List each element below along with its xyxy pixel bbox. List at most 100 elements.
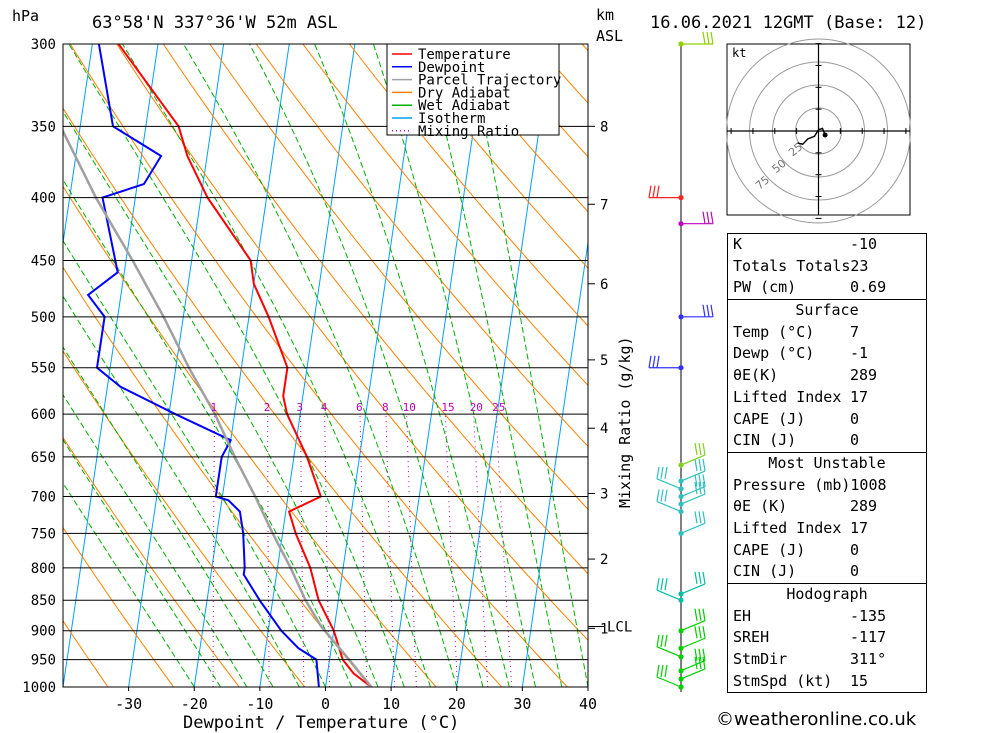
temperature-line (117, 44, 373, 687)
height-tick-label: 5 (600, 353, 608, 369)
legend-label: Temperature (418, 47, 511, 63)
wind-barb-shaft (680, 522, 706, 534)
dry-adiabat-line (302, 44, 588, 387)
wind-barb-feather (656, 355, 660, 368)
wind-barb-feather (702, 648, 706, 661)
index-row-totals: Totals Totals 23 (733, 256, 869, 275)
index-row-pw: PW (cm) 0.69 (733, 278, 887, 297)
dry-adiabat-line (63, 526, 175, 687)
hodograph-unit-label: kt (732, 46, 746, 60)
wind-barb-feather (702, 304, 706, 317)
wind-barb-feather (660, 664, 664, 678)
x-axis-label: Dewpoint / Temperature (°C) (183, 713, 459, 733)
wind-barb-feather (698, 458, 702, 472)
hodo-heading: Hodograph (786, 585, 868, 603)
pressure-tick-label: 450 (31, 254, 56, 270)
wind-barb-feather (664, 634, 668, 647)
plot-frame (62, 43, 589, 688)
lcl-label: LCL (607, 620, 632, 636)
wind-level-dot (678, 645, 684, 651)
wind-barb-shaft (680, 493, 706, 505)
wind-barb-shaft (680, 485, 706, 498)
hodo-stmspd: StmSpd (kt) 15 (733, 671, 869, 690)
hodograph-start-dot (822, 132, 828, 138)
wind-barb-feather (694, 648, 698, 661)
wind-barb-shaft (680, 637, 706, 649)
wind-barb-feather (698, 626, 702, 639)
height-tick-label: 3 (600, 486, 608, 502)
wind-barb-feather (660, 489, 664, 502)
surface-cin: CIN (J) 0 (733, 431, 860, 450)
mixing-ratio-label: 6 (356, 401, 363, 414)
wind-barb-feather (710, 211, 714, 224)
wind-barb-feather (702, 481, 706, 495)
pressure-tick-label: 700 (31, 490, 56, 506)
wind-barb-feather (648, 185, 652, 198)
height-tick-label: 8 (600, 119, 608, 135)
hodo-sreh: SREH -117 (733, 628, 887, 647)
wet-adiabat-line (63, 110, 379, 687)
credit-link[interactable]: ©weatheronline.co.uk (716, 709, 917, 730)
surface-temp: Temp (°C) 7 (733, 322, 860, 341)
wind-barb-shaft (656, 589, 682, 601)
indices-most-unstable: Most Unstable Pressure (mb) 1008 θE (K) 28… (727, 451, 927, 583)
pressure-tick-label: 600 (31, 407, 56, 423)
wind-barb-feather (694, 656, 698, 670)
wet-adiabat-line (314, 44, 510, 687)
height-tick-label: 1 (600, 621, 608, 637)
wind-barb-feather (656, 466, 660, 479)
wind-barb-shaft (656, 478, 682, 490)
mu-cin: CIN (J) 0 (733, 562, 860, 581)
surface-cape: CAPE (J) 0 (733, 409, 860, 428)
dry-adiabat-line (349, 44, 588, 327)
height-tick-label: 7 (600, 197, 608, 213)
x-tick-label: -20 (181, 695, 208, 713)
wind-barb-feather (706, 304, 710, 317)
wet-adiabat-line (122, 44, 431, 687)
wind-barb-feather (702, 571, 706, 584)
index-row-k: K -10 (733, 235, 878, 253)
wind-barb-feather (660, 634, 664, 647)
hodograph-ring (726, 38, 911, 224)
mixing-ratio-axis-label: Mixing Ratio (g/kg) (616, 336, 634, 508)
hodo-eh: EH -135 (733, 606, 887, 625)
wind-barb-feather (664, 664, 668, 678)
wind-barb-shaft (656, 646, 682, 658)
datetime-title: 16.06.2021 12GMT (Base: 12) (650, 13, 926, 33)
wet-adiabat-line (63, 346, 274, 687)
wind-barb-feather (702, 442, 706, 456)
mixing-ratio-label: 10 (403, 401, 416, 414)
wind-barb-shaft (656, 501, 682, 513)
pressure-tick-label: 900 (31, 624, 56, 640)
wind-barb-feather (656, 578, 660, 591)
x-tick-label: -10 (246, 695, 273, 713)
wind-barb-shaft (680, 454, 706, 466)
pressure-tick-label: 300 (31, 37, 56, 53)
hodograph-trace (797, 127, 826, 145)
wind-barb-feather (698, 442, 702, 456)
mixing-ratio-line (444, 414, 459, 687)
x-tick-label: -30 (115, 695, 142, 713)
x-tick-label: 40 (579, 695, 597, 713)
mixing-ratio-label: 4 (321, 401, 328, 414)
x-tick-label: 0 (321, 695, 330, 713)
wind-barb-feather (664, 489, 668, 502)
surface-thetae: θE(K) 289 (733, 366, 878, 385)
mixing-ratio-line (495, 414, 513, 687)
wind-barb-feather (660, 578, 664, 591)
wind-barb-feather (694, 458, 698, 472)
indices-panel: K -10 Totals Totals 23 PW (cm) 0.69 Surface… (727, 233, 927, 694)
wind-barb-shaft (680, 668, 706, 680)
surface-li: Lifted Index 17 (733, 387, 869, 406)
wind-barb-feather (702, 626, 706, 639)
pressure-tick-label: 400 (31, 191, 56, 207)
mixing-ratio-label: 3 (297, 401, 304, 414)
wind-barb-feather (664, 466, 668, 479)
wind-barb-feather (694, 474, 698, 487)
wet-adiabat-line (468, 44, 588, 687)
wind-level-dot (678, 597, 684, 603)
legend-label: Mixing Ratio (418, 124, 519, 140)
legend-label: Isotherm (418, 111, 485, 127)
